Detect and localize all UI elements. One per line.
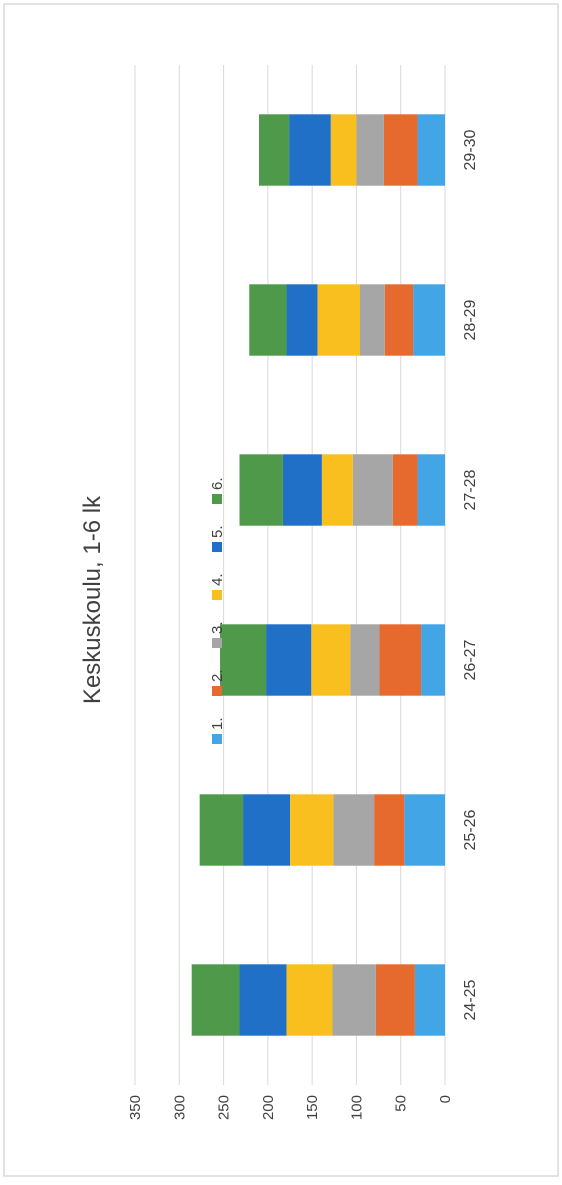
bar-segment — [191, 964, 240, 1036]
legend-label: 1. — [209, 717, 226, 730]
plot-area: 0 50 100 150 200 250 300 350 24-25 25-26 26-27 27-… — [79, 65, 479, 1120]
bar-segment — [350, 624, 380, 696]
y-tick-label: 250 — [216, 1095, 233, 1120]
x-tick-label: 24-25 — [462, 979, 479, 1020]
bar-segment — [352, 454, 393, 526]
bar-segment — [421, 624, 446, 696]
bar-segment — [417, 114, 445, 186]
bar-segment — [413, 284, 446, 356]
x-axis-tick-labels: 24-25 25-26 26-27 27-28 28-29 29-30 — [462, 129, 479, 1020]
bar-segment — [243, 794, 290, 866]
bar-segment — [220, 624, 267, 696]
bar-segment — [392, 454, 418, 526]
legend-label: 4. — [209, 573, 226, 586]
bar-segment — [375, 964, 415, 1036]
y-tick-label: 50 — [393, 1095, 410, 1112]
y-tick-label: 200 — [260, 1095, 277, 1120]
bar-segment — [321, 454, 353, 526]
bar-segment — [289, 114, 331, 186]
legend: 1. 2. 3. 4. 5. 6. — [209, 477, 226, 744]
legend-swatch — [212, 542, 222, 552]
bar-segment — [383, 114, 418, 186]
y-tick-label: 300 — [171, 1095, 188, 1120]
bar-segment — [332, 964, 376, 1036]
legend-label: 5. — [209, 525, 226, 538]
x-tick-label: 27-28 — [462, 469, 479, 510]
legend-swatch — [212, 686, 222, 696]
bar-segment — [199, 794, 244, 866]
bar-segment — [356, 114, 384, 186]
legend-label: 6. — [209, 477, 226, 490]
legend-swatch — [212, 734, 222, 744]
bar-segment — [311, 624, 351, 696]
bar-segment — [286, 964, 333, 1036]
bar-segment — [384, 284, 414, 356]
bar-segment — [330, 114, 357, 186]
x-tick-label: 25-26 — [462, 809, 479, 850]
bar-segment — [290, 794, 334, 866]
bar-segment — [359, 284, 385, 356]
bar-segment — [239, 964, 287, 1036]
bar-segment — [249, 284, 287, 356]
legend-label: 3. — [209, 621, 226, 634]
x-tick-label: 26-27 — [462, 639, 479, 680]
y-tick-label: 0 — [437, 1095, 454, 1103]
x-tick-label: 29-30 — [462, 129, 479, 170]
bar-segment — [266, 624, 312, 696]
y-axis-tick-labels: 0 50 100 150 200 250 300 350 — [127, 1095, 454, 1120]
legend-swatch — [212, 494, 222, 504]
bar-segment — [239, 454, 283, 526]
legend-label: 2. — [209, 669, 226, 682]
bar-segment — [333, 794, 375, 866]
legend-swatch — [212, 590, 222, 600]
bar-segment — [286, 284, 318, 356]
bar-segment — [282, 454, 322, 526]
bar-segment — [317, 284, 360, 356]
bar-segment — [417, 454, 445, 526]
bar-segment — [404, 794, 445, 866]
gridlines — [134, 65, 446, 1085]
x-tick-label: 28-29 — [462, 299, 479, 340]
y-tick-label: 100 — [348, 1095, 365, 1120]
chart-title: Keskuskoulu, 1-6 lk — [79, 495, 106, 704]
bar-segment — [379, 624, 422, 696]
bar-segment — [259, 114, 290, 186]
bars — [191, 114, 446, 1036]
legend-swatch — [212, 638, 222, 648]
bar-segment — [414, 964, 445, 1036]
bar-segment — [374, 794, 405, 866]
y-tick-label: 150 — [304, 1095, 321, 1120]
y-tick-label: 350 — [127, 1095, 144, 1120]
